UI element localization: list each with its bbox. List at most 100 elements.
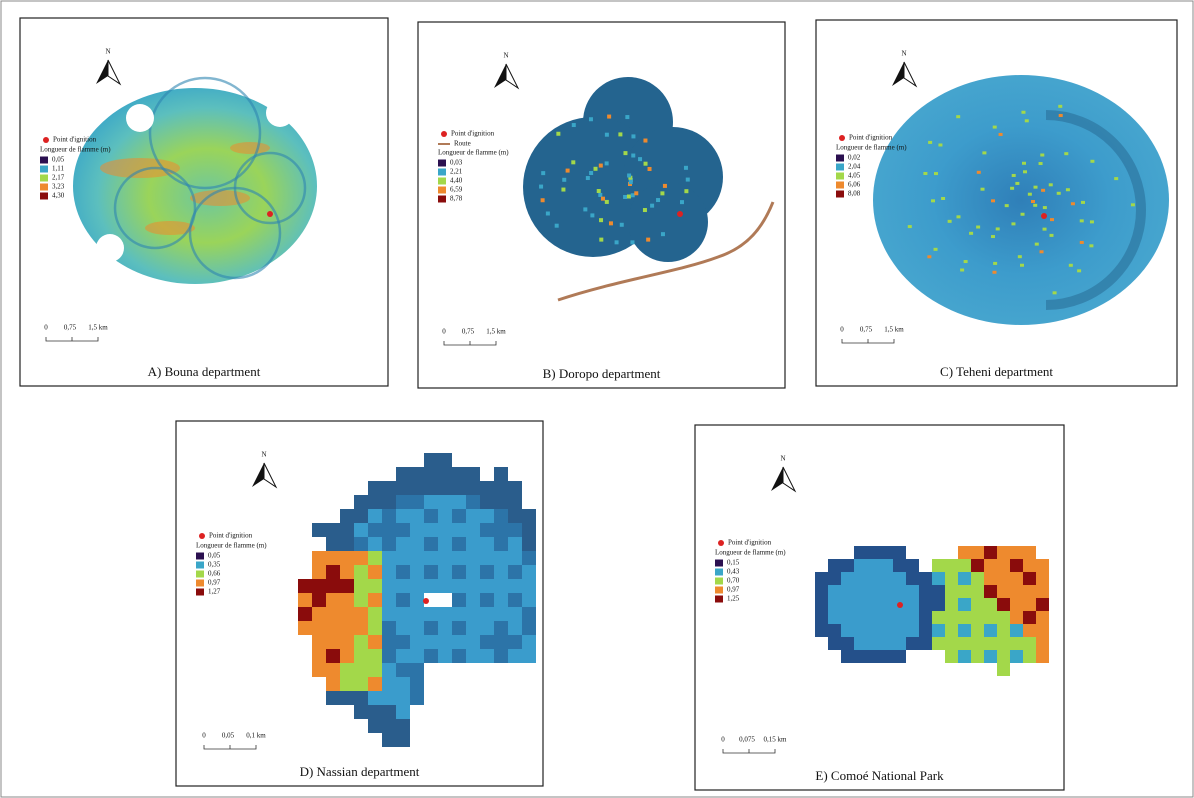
map-pixel <box>556 132 560 136</box>
map-pixel <box>945 585 958 598</box>
map-pixel <box>867 650 880 663</box>
map-pixel <box>410 635 424 649</box>
map-pixel <box>522 579 536 593</box>
legend-swatch <box>196 553 204 560</box>
map-pixel <box>438 621 452 635</box>
map-pixel <box>880 598 893 611</box>
map-pixel <box>382 607 396 621</box>
legend-label: 1,27 <box>208 588 221 596</box>
map-pixel <box>661 232 665 236</box>
map-pixel <box>997 663 1010 676</box>
map-pixel <box>984 559 997 572</box>
map-pixel <box>452 649 466 663</box>
map-pixel <box>522 607 536 621</box>
map-pixel <box>984 637 997 650</box>
map-pixel <box>480 649 494 663</box>
legend-swatch <box>40 166 48 173</box>
map-pixel <box>919 585 932 598</box>
map-pixel <box>368 495 382 509</box>
legend-swatch <box>836 182 844 189</box>
map-pixel <box>609 221 613 225</box>
map-pixel <box>627 173 631 177</box>
map-pixel <box>992 271 996 274</box>
map-pixel <box>1043 206 1047 209</box>
map-pixel <box>466 621 480 635</box>
scale-label: 0,75 <box>64 324 77 332</box>
ignition-point <box>1041 213 1047 219</box>
map-pixel <box>382 565 396 579</box>
map-pixel <box>382 733 396 747</box>
panel-caption: B) Doropo department <box>543 366 661 381</box>
map-pixel <box>880 546 893 559</box>
map-pixel <box>382 649 396 663</box>
map-pixel <box>1066 188 1070 191</box>
map-pixel <box>971 598 984 611</box>
map-pixel <box>438 565 452 579</box>
map-pixel <box>1023 650 1036 663</box>
legend-swatch <box>836 164 844 171</box>
map-pixel <box>382 593 396 607</box>
map-pixel <box>480 523 494 537</box>
map-pixel <box>466 565 480 579</box>
map-pixel <box>522 551 536 565</box>
map-pixel <box>631 193 635 197</box>
map-pixel <box>867 585 880 598</box>
map-pixel <box>368 579 382 593</box>
map-pixel <box>976 226 980 229</box>
map-pixel <box>1010 611 1023 624</box>
map-pixel <box>312 565 326 579</box>
map-pixel <box>648 167 652 171</box>
map-pixel <box>1021 213 1025 216</box>
north-label: N <box>780 455 785 463</box>
map-pixel <box>927 255 931 258</box>
map-pixel <box>867 611 880 624</box>
map-pixel <box>354 509 368 523</box>
map-pixel <box>996 227 1000 230</box>
legend-title: Longueur de flamme (m) <box>715 549 786 557</box>
panel: NPoint d'ignitionLongueur de flamme (m)0… <box>20 18 388 386</box>
map-pixel <box>494 523 508 537</box>
map-pixel <box>928 141 932 144</box>
legend-label: 8,08 <box>848 190 861 198</box>
map-pixel <box>630 240 634 244</box>
map-pixel <box>997 598 1010 611</box>
map-pixel <box>452 537 466 551</box>
map-pixel <box>1077 269 1081 272</box>
map-pixel <box>999 133 1003 136</box>
map-pixel <box>984 598 997 611</box>
ignition-label: Point d'ignition <box>849 134 893 142</box>
legend-label: 6,59 <box>450 186 463 194</box>
map-pixel <box>945 624 958 637</box>
map-pixel <box>410 565 424 579</box>
map-pixel <box>452 481 466 495</box>
map-pixel <box>424 607 438 621</box>
map-pixel <box>368 635 382 649</box>
map-pixel <box>326 607 340 621</box>
scale-label: 0,1 km <box>246 732 266 740</box>
map-pixel <box>382 635 396 649</box>
map-pixel <box>893 585 906 598</box>
map-pixel <box>522 649 536 663</box>
map-pixel <box>997 650 1010 663</box>
ignition-icon <box>718 540 724 546</box>
map-pixel <box>354 523 368 537</box>
map-pixel <box>599 164 603 168</box>
map-pixel <box>326 649 340 663</box>
map-pixel <box>326 691 340 705</box>
map-pixel <box>466 593 480 607</box>
map-pixel <box>919 637 932 650</box>
legend-title: Longueur de flamme (m) <box>438 149 509 157</box>
map-pixel <box>643 139 647 143</box>
map-pixel <box>480 607 494 621</box>
map-pixel <box>1010 598 1023 611</box>
map-pixel <box>508 481 522 495</box>
map-pixel <box>656 198 660 202</box>
legend-label: 1,25 <box>727 595 740 603</box>
map-pixel <box>1043 228 1047 231</box>
map-pixel <box>945 650 958 663</box>
map-pixel <box>1015 182 1019 185</box>
scale-label: 0,15 km <box>764 736 788 744</box>
map-pixel <box>997 611 1010 624</box>
map-pixel <box>880 585 893 598</box>
map-pixel <box>424 523 438 537</box>
